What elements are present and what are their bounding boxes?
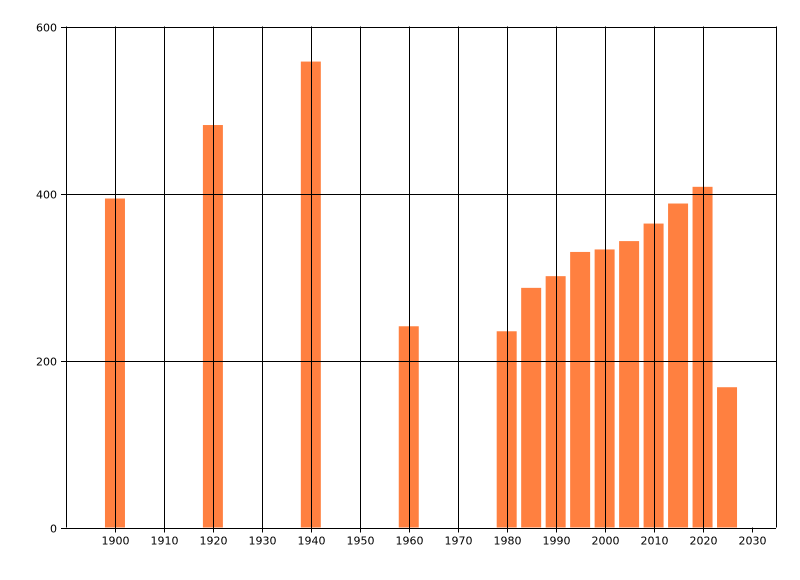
bar-1940 xyxy=(300,61,321,528)
y-tick-label: 0 xyxy=(50,523,57,536)
bar-2005 xyxy=(619,241,640,528)
x-tick-label: 1900 xyxy=(102,535,130,548)
bar-2015 xyxy=(668,203,689,528)
y-tick-label: 600 xyxy=(36,22,57,35)
bar-1990 xyxy=(545,276,566,528)
x-tick-label: 2020 xyxy=(690,535,718,548)
y-tick-label: 400 xyxy=(36,189,57,202)
bar-1920 xyxy=(202,125,223,528)
bar-1900 xyxy=(104,198,125,528)
bar-1985 xyxy=(521,287,542,528)
x-tick-label: 1960 xyxy=(396,535,424,548)
x-tick-label: 1980 xyxy=(494,535,522,548)
bar-1960 xyxy=(398,326,419,528)
x-tick-label: 2010 xyxy=(641,535,669,548)
y-tick-label: 200 xyxy=(36,356,57,369)
x-tick-label: 1990 xyxy=(543,535,571,548)
bar-2000 xyxy=(594,249,615,528)
x-tick-label: 2000 xyxy=(592,535,620,548)
x-tick-label: 1910 xyxy=(151,535,179,548)
x-tick-label: 1970 xyxy=(445,535,473,548)
x-tick-label: 1950 xyxy=(347,535,375,548)
bar-1980 xyxy=(496,331,517,528)
x-tick-label: 2030 xyxy=(739,535,767,548)
x-tick-label: 1930 xyxy=(249,535,277,548)
bar-2010 xyxy=(643,223,664,528)
bar-2020 xyxy=(692,186,713,528)
x-tick-label: 1920 xyxy=(200,535,228,548)
bar-1995 xyxy=(570,251,591,528)
x-tick-label: 1940 xyxy=(298,535,326,548)
bar-2025 xyxy=(717,387,738,528)
